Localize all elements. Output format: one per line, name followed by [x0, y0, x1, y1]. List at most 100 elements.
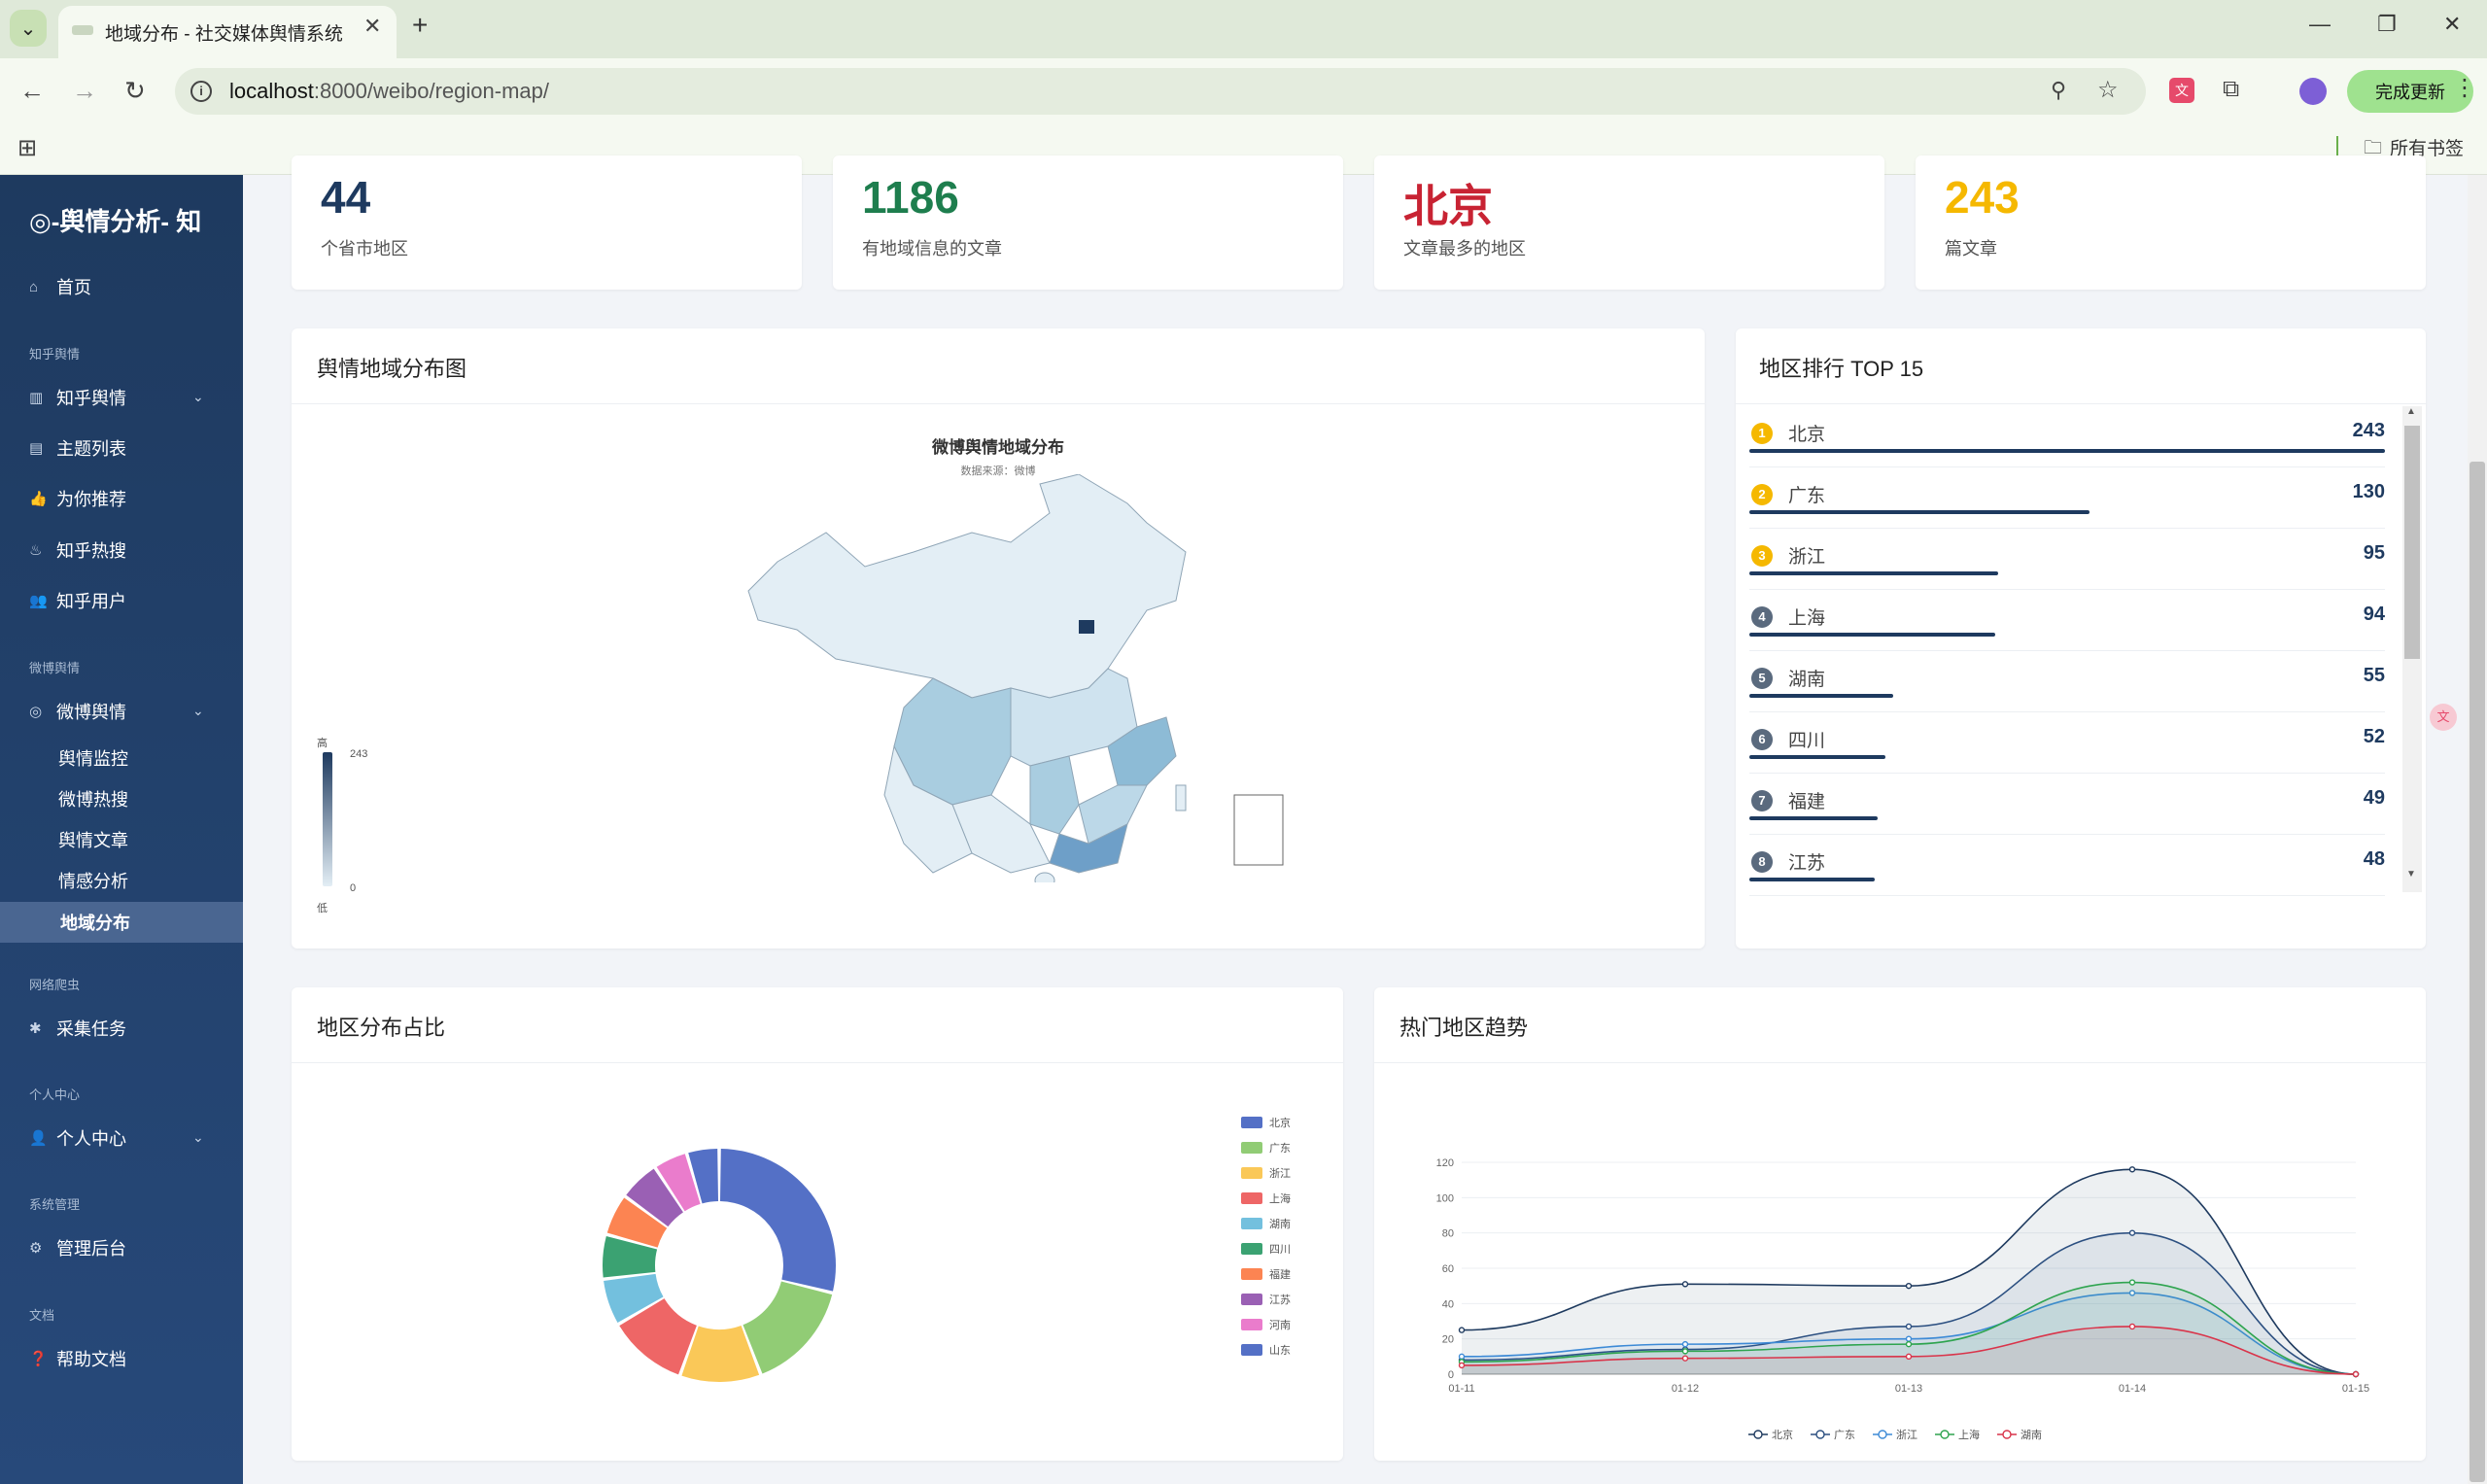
series-line[interactable] — [1461, 1292, 2357, 1375]
update-button[interactable]: 完成更新 — [2347, 70, 2473, 113]
legend-label[interactable]: 上海 — [1269, 1191, 1291, 1205]
series-line[interactable] — [1461, 1231, 2357, 1375]
data-point[interactable] — [2128, 1279, 2136, 1286]
data-point[interactable] — [1458, 1353, 1466, 1361]
map-region-hainan[interactable] — [1034, 872, 1055, 882]
tab-search-button[interactable]: ⌄ — [10, 10, 47, 47]
series-line[interactable] — [1461, 1168, 2357, 1375]
page-scrollbar-thumb[interactable] — [2470, 462, 2485, 1482]
pie-slice[interactable] — [681, 1326, 760, 1382]
site-info-icon[interactable]: i — [190, 81, 212, 102]
browser-tab[interactable]: 地域分布 - 社交媒体舆情系统 — [58, 6, 397, 58]
legend-label[interactable]: 山东 — [1269, 1344, 1291, 1357]
data-point[interactable] — [1905, 1282, 1913, 1290]
window-close-icon[interactable]: ✕ — [2443, 12, 2462, 36]
legend-label[interactable]: 浙江 — [1896, 1429, 1917, 1441]
pie-slice[interactable] — [619, 1298, 697, 1375]
data-point[interactable] — [1681, 1348, 1689, 1355]
pie-slice[interactable] — [606, 1197, 668, 1248]
pie-slice[interactable] — [656, 1154, 701, 1212]
legend-label[interactable]: 河南 — [1269, 1319, 1291, 1331]
sidebar-item-recommend[interactable]: 👍 为你推荐 — [29, 486, 126, 511]
scroll-up-icon[interactable]: ▲ — [2406, 406, 2416, 417]
forward-icon[interactable]: → — [72, 76, 97, 105]
back-icon[interactable]: ← — [19, 76, 45, 105]
ranking-row[interactable]: 5 湖南 55 — [1749, 651, 2385, 712]
chevron-down-icon[interactable]: ⌄ — [192, 389, 204, 404]
bookmark-star-icon[interactable]: ☆ — [2097, 77, 2119, 103]
reload-icon[interactable]: ↻ — [124, 76, 146, 105]
legend-label[interactable]: 上海 — [1958, 1428, 1980, 1441]
translate-float-icon[interactable]: 文 — [2430, 704, 2457, 731]
legend-label[interactable]: 四川 — [1269, 1244, 1291, 1256]
sidebar-item-topics[interactable]: ▤ 主题列表 — [29, 435, 126, 461]
sidebar-item-sentiment[interactable]: 情感分析 — [58, 872, 128, 891]
sidebar-item-articles[interactable]: 舆情文章 — [58, 831, 128, 850]
menu-icon[interactable]: ⋮ — [2453, 75, 2476, 101]
ranking-row[interactable]: 1 北京 243 — [1749, 406, 2385, 467]
sidebar-item-admin[interactable]: ⚙ 管理后台 — [29, 1235, 126, 1260]
map-region-hunan[interactable] — [1029, 755, 1080, 835]
legend-label[interactable]: 广东 — [1269, 1142, 1291, 1155]
map-region-taiwan[interactable] — [1175, 784, 1187, 811]
ranking-row[interactable]: 7 福建 49 — [1749, 774, 2385, 835]
all-bookmarks[interactable]: 🗀 所有书签 — [2364, 134, 2464, 165]
legend-label[interactable]: 湖南 — [1269, 1218, 1291, 1230]
data-point[interactable] — [1458, 1327, 1466, 1333]
china-map[interactable] — [719, 474, 1361, 882]
sidebar-item-zhihu-hot[interactable]: ♨ 知乎热搜 — [29, 537, 126, 563]
data-point[interactable] — [2128, 1229, 2136, 1236]
translate-extension-icon[interactable]: 文 — [2169, 78, 2194, 103]
pie-slice[interactable] — [603, 1235, 658, 1278]
new-tab-button[interactable]: + — [412, 10, 429, 40]
chevron-down-icon[interactable]: ⌄ — [192, 703, 204, 718]
extensions-icon[interactable]: ⧉ — [2223, 76, 2240, 102]
map-region-fujian[interactable] — [1078, 784, 1148, 845]
sidebar-item-help[interactable]: ❓ 帮助文档 — [29, 1346, 126, 1371]
ranking-scrollbar-thumb[interactable] — [2404, 426, 2420, 659]
data-point[interactable] — [2128, 1290, 2136, 1296]
restore-icon[interactable]: ❐ — [2377, 12, 2397, 36]
ranking-row[interactable]: 8 江苏 48 — [1749, 835, 2385, 896]
ranking-row[interactable]: 6 四川 52 — [1749, 712, 2385, 774]
ranking-row[interactable]: 3 浙江 95 — [1749, 529, 2385, 590]
data-point[interactable] — [1681, 1340, 1689, 1348]
legend-label[interactable]: 北京 — [1269, 1116, 1291, 1129]
data-point[interactable] — [1681, 1281, 1689, 1288]
sidebar-item-region[interactable]: 地域分布 — [60, 914, 130, 933]
legend-label[interactable]: 浙江 — [1269, 1167, 1291, 1180]
map-region-beijing[interactable] — [1079, 620, 1094, 634]
data-point[interactable] — [2352, 1370, 2360, 1378]
data-point[interactable] — [1905, 1340, 1913, 1348]
sidebar-item-home[interactable]: ⌂ 首页 — [29, 274, 91, 299]
data-point[interactable] — [1905, 1353, 1913, 1361]
data-point[interactable] — [1681, 1355, 1689, 1362]
legend-label[interactable]: 江苏 — [1269, 1294, 1291, 1306]
data-point[interactable] — [1458, 1362, 1466, 1369]
sidebar-item-weibo-yuqing[interactable]: ◎ 微博舆情 — [29, 699, 126, 724]
sidebar-item-weibo-hot[interactable]: 微博热搜 — [58, 790, 128, 810]
data-point[interactable] — [1905, 1335, 1913, 1342]
data-point[interactable] — [1905, 1323, 1913, 1330]
sidebar-item-monitor[interactable]: 舆情监控 — [58, 749, 128, 769]
profile-avatar[interactable] — [2299, 78, 2327, 105]
legend-label[interactable]: 湖南 — [2021, 1429, 2042, 1441]
legend-label[interactable]: 福建 — [1269, 1267, 1291, 1281]
series-line[interactable] — [1461, 1281, 2357, 1375]
pie-slice[interactable] — [719, 1149, 837, 1292]
pie-slice[interactable] — [743, 1281, 833, 1374]
pie-slice[interactable] — [604, 1273, 664, 1323]
sidebar-item-personal-center[interactable]: 👤 个人中心 — [29, 1125, 126, 1151]
brand[interactable]: ◎-舆情分析- 知 — [29, 202, 201, 238]
visual-map-bar[interactable] — [323, 752, 332, 886]
data-point[interactable] — [2128, 1323, 2136, 1330]
scroll-down-icon[interactable]: ▼ — [2406, 869, 2416, 880]
chevron-down-icon[interactable]: ⌄ — [192, 1129, 204, 1145]
ranking-row[interactable]: 2 广东 130 — [1749, 467, 2385, 529]
map-region-north[interactable] — [747, 474, 1187, 699]
apps-grid-icon[interactable]: ⊞ — [17, 135, 38, 161]
pie-slice[interactable] — [688, 1149, 719, 1204]
zoom-icon[interactable]: ⚲ — [2051, 78, 2067, 102]
legend-label[interactable]: 北京 — [1772, 1428, 1793, 1441]
